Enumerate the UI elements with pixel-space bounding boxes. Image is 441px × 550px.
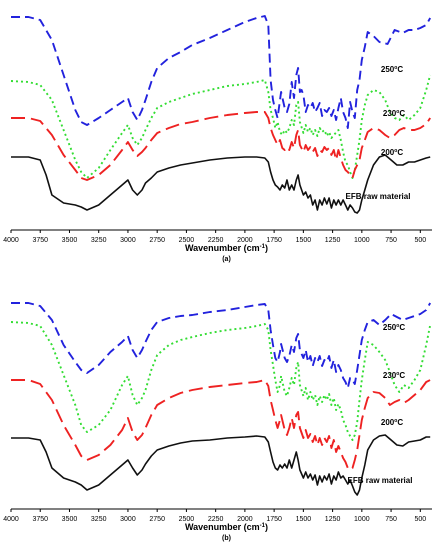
x-tick-label: 500 [414,237,426,244]
x-tick-label: 3000 [120,237,136,244]
panel-a-x-axis: 4000 3750 3500 3250 3000 2750 2500 2250 2000 1750… [3,229,432,244]
panel-b-x-axis-title: Wavenumber (cm-1) [185,522,268,532]
panel-b: 250oC 230oC 200oC EFB raw material 4000 3750… [3,302,432,542]
panel-b-series [10,302,432,496]
x-tick-label: 2750 [149,237,165,244]
x-tick-label: 3750 [32,237,48,244]
x-tick-label: 2000 [237,516,253,523]
series-label-efb-raw-material: EFB raw material [348,476,413,485]
x-tick-label: 3500 [62,237,78,244]
panel-a-series [10,15,432,214]
x-tick-label: 2750 [149,516,165,523]
series-line-efb-raw-material [11,434,431,496]
series-label-200: 200oC [381,418,403,427]
x-tick-label: 4000 [3,237,19,244]
x-tick-label: 1250 [325,237,341,244]
series-line-200 [11,111,431,181]
panel-b-label: (b) [222,535,231,542]
x-tick-label: 1250 [325,516,341,523]
series-line-efb-raw-material [11,154,431,214]
x-tick-label: 3250 [91,516,107,523]
x-tick-label: 1500 [296,516,312,523]
x-tick-label: 3500 [62,516,78,523]
x-tick-label: 2500 [179,237,195,244]
panel-a-series-labels: 250oC 230oC 200oC EFB raw material [346,65,411,201]
series-label-250: 250oC [381,65,403,74]
x-tick-label: 3250 [91,237,107,244]
x-tick-label: 3000 [120,516,136,523]
x-tick-label: 2500 [179,516,195,523]
x-tick-label: 1000 [354,516,370,523]
x-tick-label: 2250 [208,516,224,523]
panel-a: 250oC 230oC 200oC EFB raw material 4000 3750… [3,15,432,263]
x-tick-label: 1500 [296,237,312,244]
x-tick-label: 2250 [208,237,224,244]
panel-b-x-axis: 4000 3750 3500 3250 3000 2750 2500 2250 2000 1750… [3,508,432,523]
panel-b-series-labels: 250oC 230oC 200oC EFB raw material [348,323,413,485]
panel-b-x-axis-title-sup: -1 [260,523,266,529]
x-tick-label: 750 [385,237,397,244]
series-label-250: 250oC [383,323,405,332]
x-tick-label: 750 [385,516,397,523]
x-tick-label: 3750 [32,516,48,523]
panel-a-x-axis-title-sup: -1 [260,244,266,250]
series-label-230: 230oC [383,371,405,380]
series-label-230: 230oC [383,109,405,118]
series-line-230 [10,74,432,179]
panel-a-label: (a) [222,256,231,263]
series-line-230 [10,321,432,441]
series-label-200: 200oC [381,148,403,157]
x-tick-label: 1750 [266,237,282,244]
series-line-250 [11,15,432,129]
panel-a-x-axis-title: Wavenumber (cm-1) [185,243,268,253]
x-tick-label: 2000 [237,237,253,244]
x-tick-label: 4000 [3,516,19,523]
x-tick-label: 1000 [354,237,370,244]
x-tick-label: 500 [414,516,426,523]
series-line-250 [11,302,432,389]
series-label-efb-raw-material: EFB raw material [346,192,411,201]
x-tick-label: 1750 [266,516,282,523]
series-line-200 [11,379,431,471]
